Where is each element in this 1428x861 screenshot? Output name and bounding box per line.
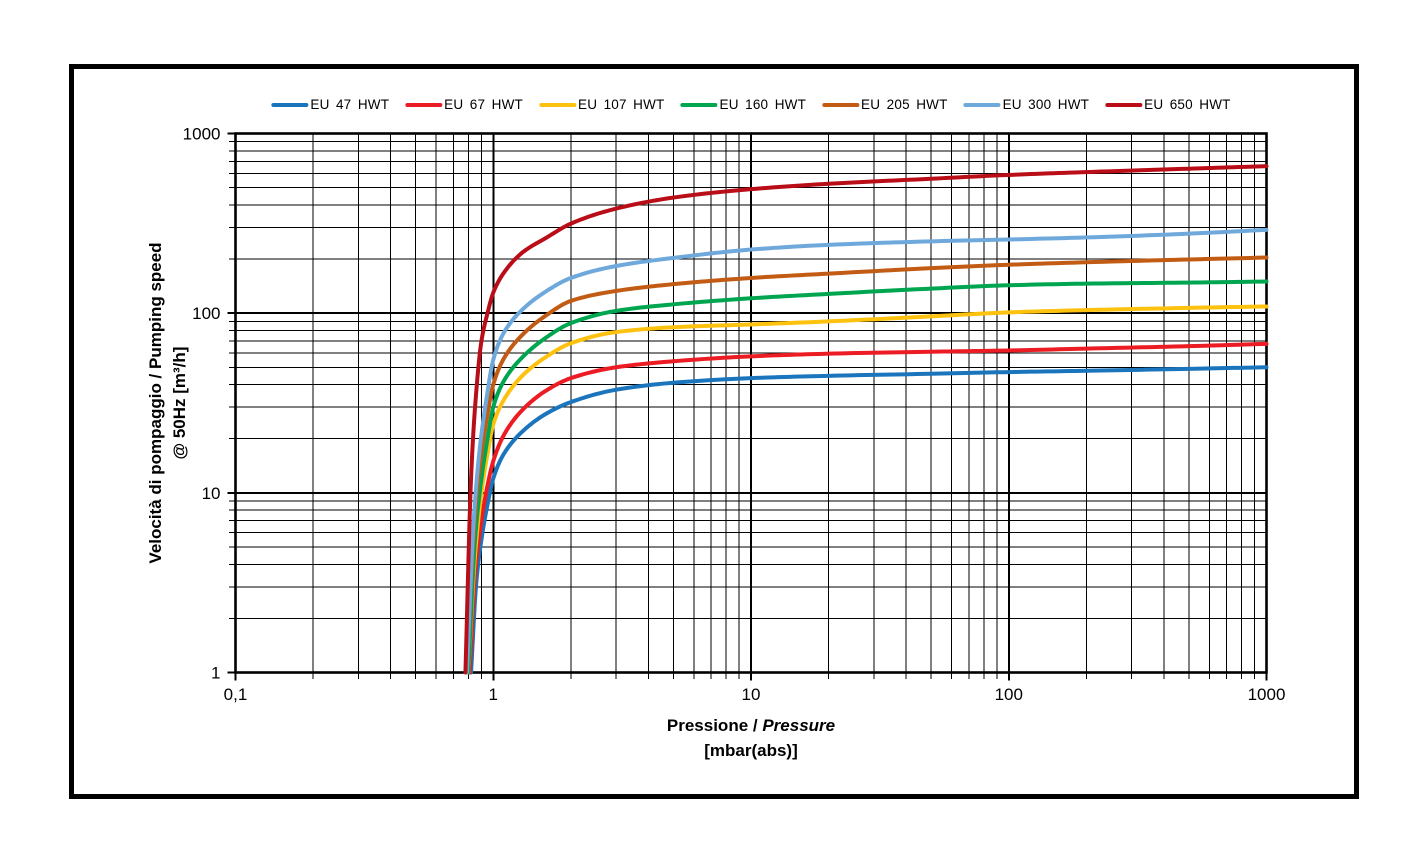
x-axis-title-italic: Pressure bbox=[762, 716, 836, 735]
y-tick-label: 10 bbox=[202, 484, 221, 503]
y-axis-title-line2: @ 50Hz [m³/h] bbox=[170, 346, 189, 460]
x-tick-label: 1000 bbox=[1248, 685, 1286, 704]
y-tick-label: 1 bbox=[211, 664, 220, 683]
legend-item-eu-67-hwt: EU 67 HWT bbox=[405, 96, 523, 114]
series-line-eu-205-hwt bbox=[464, 255, 1269, 675]
legend-item-eu-160-hwt: EU 160 HWT bbox=[680, 96, 807, 114]
legend-item-eu-205-hwt: EU 205 HWT bbox=[822, 96, 948, 114]
series-line-eu-160-hwt bbox=[466, 279, 1269, 675]
legend-label-eu-107-hwt: EU 107 HWT bbox=[577, 97, 665, 112]
legend-item-eu-47-hwt: EU 47 HWT bbox=[271, 96, 389, 114]
x-tick-label: 0,1 bbox=[224, 685, 248, 704]
series-line-eu-67-hwt bbox=[467, 341, 1269, 675]
legend-item-eu-650-hwt: EU 650 HWT bbox=[1105, 96, 1231, 114]
series-line-eu-107-hwt bbox=[466, 304, 1269, 675]
legend-swatch-eu-300-hwt bbox=[963, 102, 1001, 108]
y-axis-title-line1: Velocità di pompaggio / Pumping speed bbox=[146, 242, 165, 564]
legend-swatch-eu-67-hwt bbox=[405, 102, 443, 108]
series-curves bbox=[463, 164, 1269, 675]
legend-label-eu-67-hwt: EU 67 HWT bbox=[444, 97, 523, 112]
legend-swatch-eu-160-hwt bbox=[680, 102, 718, 108]
legend-swatch-eu-47-hwt bbox=[271, 102, 309, 108]
legend-label-eu-47-hwt: EU 47 HWT bbox=[310, 97, 390, 112]
x-tick-label: 100 bbox=[995, 685, 1023, 704]
series-line-eu-300-hwt bbox=[464, 227, 1269, 675]
x-tick-label: 10 bbox=[742, 685, 761, 704]
x-axis-title-normal: Pressione / bbox=[666, 716, 763, 735]
legend-item-eu-107-hwt: EU 107 HWT bbox=[538, 96, 665, 114]
legend-swatch-eu-650-hwt bbox=[1105, 102, 1143, 108]
legend: EU 47 HWT EU 67 HWT EU 107 HWT EU 160 HWT EU… bbox=[271, 96, 1230, 114]
plot-border bbox=[234, 132, 1268, 674]
gridlines bbox=[235, 133, 1267, 673]
x-axis-title-line1: Pressione / Pressure bbox=[667, 713, 835, 738]
series-line-eu-47-hwt bbox=[469, 365, 1269, 675]
y-axis-title: Velocità di pompaggio / Pumping speed @ … bbox=[144, 103, 192, 703]
legend-swatch-eu-107-hwt bbox=[538, 102, 576, 108]
y-tick-label: 1000 bbox=[183, 125, 221, 144]
legend-label-eu-300-hwt: EU 300 HWT bbox=[1002, 97, 1090, 112]
legend-label-eu-205-hwt: EU 205 HWT bbox=[861, 97, 948, 112]
legend-swatch-eu-205-hwt bbox=[822, 102, 860, 108]
chart-frame bbox=[69, 64, 1359, 799]
x-axis-title-line2: [mbar(abs)] bbox=[704, 741, 798, 760]
legend-item-eu-300-hwt: EU 300 HWT bbox=[963, 96, 1090, 114]
y-tick-label: 100 bbox=[192, 304, 220, 323]
legend-label-eu-160-hwt: EU 160 HWT bbox=[719, 97, 807, 112]
x-axis-title: Pressione / Pressure [mbar(abs)] bbox=[667, 713, 835, 763]
x-tick-label: 1 bbox=[489, 685, 498, 704]
series-line-eu-650-hwt bbox=[463, 164, 1269, 675]
legend-label-eu-650-hwt: EU 650 HWT bbox=[1144, 97, 1231, 112]
